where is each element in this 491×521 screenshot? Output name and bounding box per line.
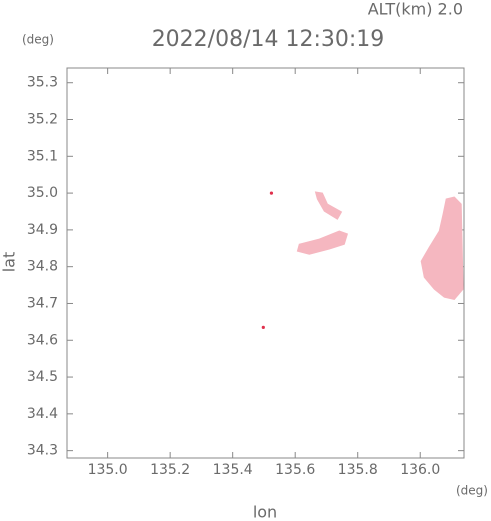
plot-frame bbox=[66, 67, 465, 459]
x-tick-label: 135.0 bbox=[88, 462, 128, 478]
y-tick-label: 35.2 bbox=[27, 112, 58, 128]
y-tick-label: 34.5 bbox=[27, 369, 58, 385]
y-tick-label: 34.8 bbox=[27, 259, 58, 275]
x-unit: (deg) bbox=[456, 484, 488, 498]
x-tick-label: 135.2 bbox=[150, 462, 190, 478]
y-tick-label: 35.0 bbox=[27, 185, 58, 201]
y-tick-label: 34.4 bbox=[27, 406, 58, 422]
altitude-label: ALT(km) 2.0 bbox=[368, 0, 463, 19]
y-tick-label: 34.6 bbox=[27, 332, 58, 348]
x-tick-label: 135.8 bbox=[338, 462, 378, 478]
echo-point bbox=[269, 191, 274, 195]
echo-region bbox=[296, 230, 349, 255]
echo-point bbox=[261, 325, 265, 329]
echo-region bbox=[420, 196, 464, 300]
x-axis-label: lon bbox=[253, 503, 277, 521]
y-axis-label: lat bbox=[0, 252, 19, 273]
y-unit: (deg) bbox=[22, 33, 54, 47]
y-tick-label: 35.1 bbox=[27, 148, 58, 164]
x-tick-label: 135.4 bbox=[213, 462, 253, 478]
y-tick-label: 35.3 bbox=[27, 75, 58, 91]
y-tick-label: 34.9 bbox=[27, 222, 58, 238]
echo-region bbox=[314, 191, 343, 220]
y-tick-label: 34.3 bbox=[27, 443, 58, 459]
x-tick-label: 136.0 bbox=[400, 462, 440, 478]
y-tick-label: 34.7 bbox=[27, 295, 58, 311]
chart-title: 2022/08/14 12:30:19 bbox=[152, 27, 385, 52]
x-tick-label: 135.6 bbox=[275, 462, 315, 478]
